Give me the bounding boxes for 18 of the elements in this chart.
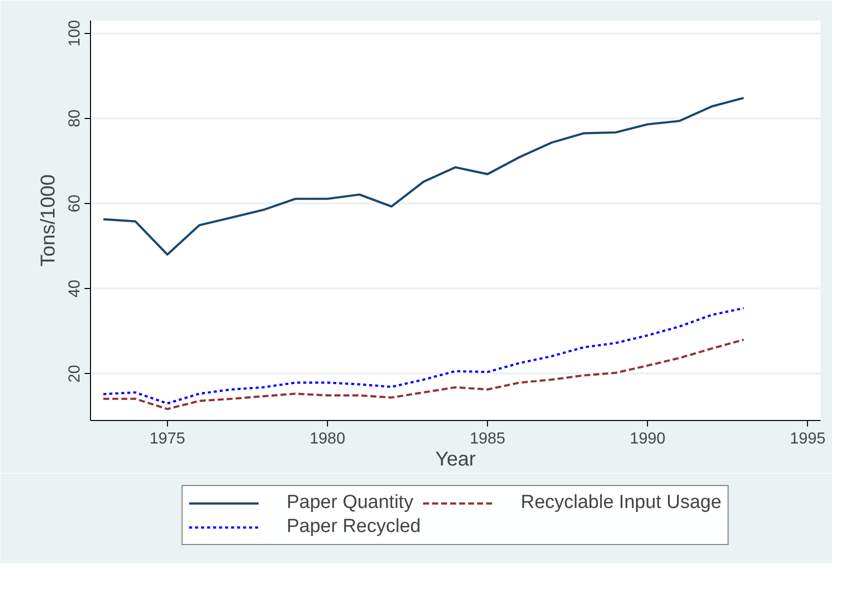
legend-label: Recyclable Input Usage [520,492,722,514]
legend-label: Paper Quantity [286,492,414,514]
line-series [102,338,745,410]
y-axis-title: Tons/1000 [38,174,60,267]
y-tick-label: 40 [66,280,84,298]
line-series [102,307,745,405]
x-tick-label: 1990 [630,430,666,448]
y-tick-label: 60 [66,194,84,212]
x-tick-label: 1995 [790,430,826,448]
x-tick-label: 1980 [310,430,346,448]
line-series [102,96,745,256]
x-tick-label: 1975 [150,430,186,448]
x-tick-label: 1985 [470,430,506,448]
y-tick-label: 20 [66,364,84,383]
y-tick-label: 80 [66,109,84,128]
x-axis-title: Year [435,448,476,470]
legend-label: Paper Recycled [286,516,421,538]
y-tick-label: 100 [66,20,84,47]
